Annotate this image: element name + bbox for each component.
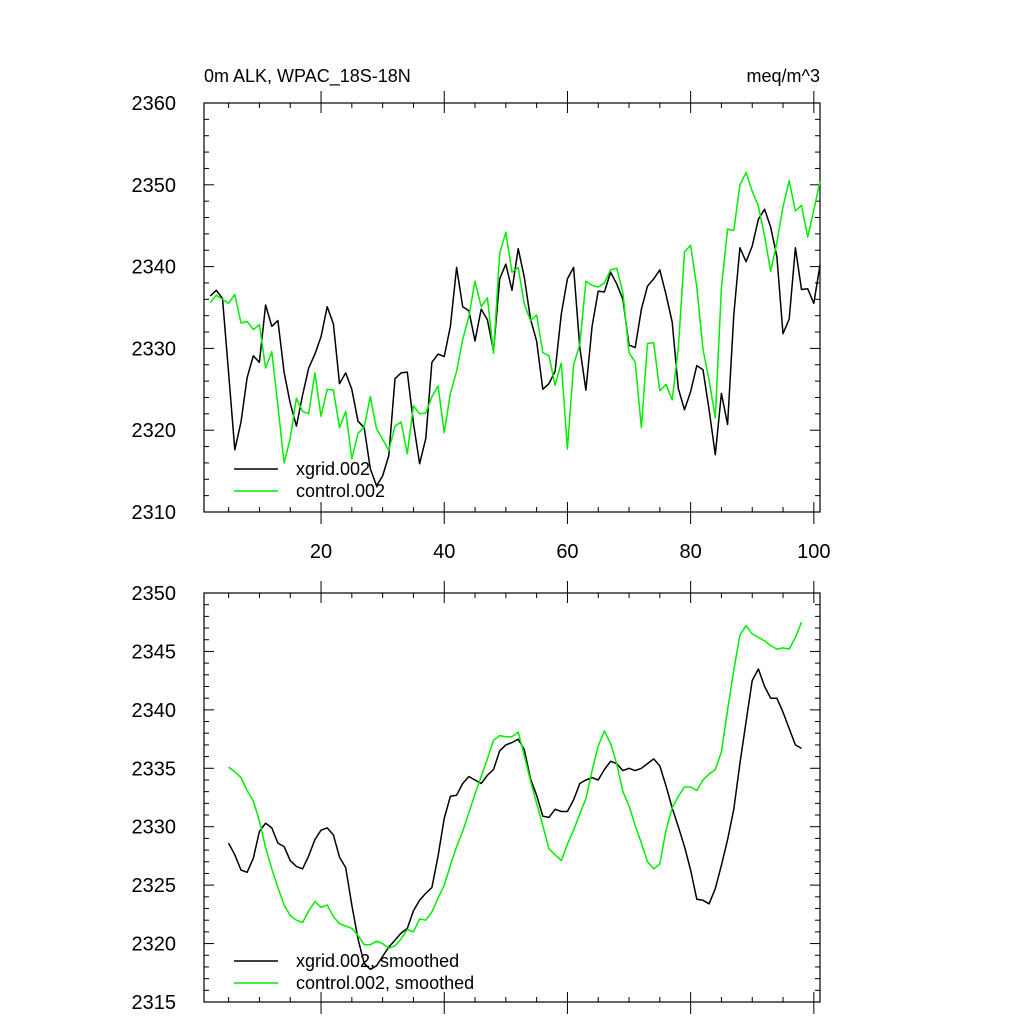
series-line-xgrid xyxy=(209,208,821,487)
y-tick-label: 2335 xyxy=(132,758,177,780)
units-label: meq/m^3 xyxy=(747,66,820,86)
y-tick-label: 2340 xyxy=(132,700,177,722)
x-tick-label: 60 xyxy=(556,541,578,563)
series-line-control xyxy=(209,171,821,464)
legend-label-xgrid: xgrid.002 xyxy=(296,459,370,479)
y-tick-label: 2315 xyxy=(132,992,177,1014)
y-tick-label: 2350 xyxy=(132,583,177,605)
y-tick-label: 2320 xyxy=(132,934,177,956)
top-panel: 2310 2320 2330 2340 2350 2360 20 40 60 80 100 0m AL… xyxy=(132,66,831,563)
y-tick-label: 2320 xyxy=(132,420,177,442)
y-tick-label: 2325 xyxy=(132,875,177,897)
series-line-control xyxy=(228,621,803,949)
legend-label-control: control.002 xyxy=(296,481,385,501)
x-tick-label: 40 xyxy=(433,541,455,563)
plot-frame xyxy=(203,592,821,1003)
chart-title: 0m ALK, WPAC_18S-18N xyxy=(204,66,411,87)
legend-label-control: control.002, smoothed xyxy=(296,973,474,993)
x-tick-label: 100 xyxy=(797,541,830,563)
x-tick-label: 20 xyxy=(310,541,332,563)
x-tick-label: 80 xyxy=(680,541,702,563)
y-tick-label: 2350 xyxy=(132,175,177,197)
y-tick-label: 2345 xyxy=(132,641,177,663)
y-tick-label: 2330 xyxy=(132,338,177,360)
y-tick-label: 2310 xyxy=(132,502,177,524)
y-tick-label: 2360 xyxy=(132,93,177,115)
series-line-xgrid xyxy=(227,668,802,971)
legend-label-xgrid: xgrid.002, smoothed xyxy=(296,951,459,971)
plot-frame xyxy=(203,102,821,513)
bottom-panel: 2315 2320 2325 2330 2335 2340 2345 2350 xgrid.00… xyxy=(132,581,821,1014)
y-tick-label: 2330 xyxy=(132,817,177,839)
y-tick-label: 2340 xyxy=(132,257,177,279)
